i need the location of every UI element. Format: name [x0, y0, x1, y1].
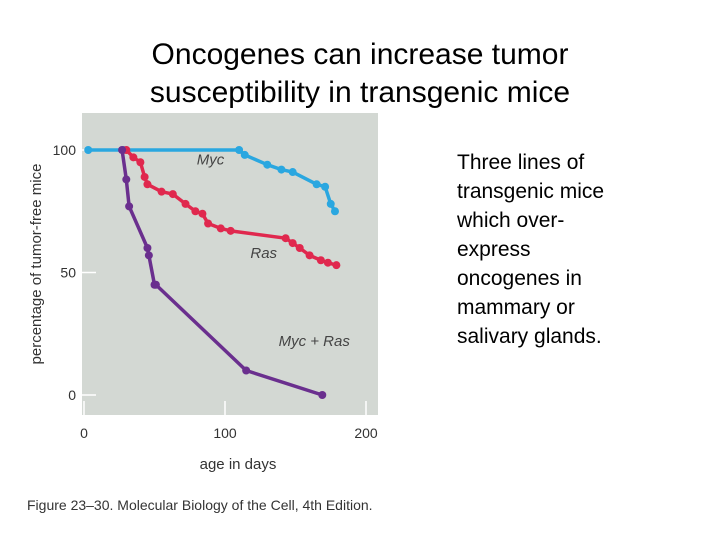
data-point	[118, 146, 127, 154]
series-label: Ras	[250, 245, 277, 262]
side-text-line: mammary or	[457, 296, 575, 319]
x-tick-label: 0	[80, 425, 88, 441]
slide-title: Oncogenes can increase tumor susceptibil…	[60, 36, 660, 112]
series-label: Myc + Ras	[279, 333, 351, 350]
data-point	[125, 202, 134, 211]
data-point	[143, 180, 152, 189]
y-tick-label: 50	[60, 265, 76, 281]
data-point	[318, 391, 327, 399]
side-text-line: salivary glands.	[457, 325, 602, 348]
data-point	[332, 261, 341, 270]
data-point	[288, 239, 297, 248]
data-point	[191, 207, 200, 216]
data-point	[157, 187, 166, 196]
y-tick-label: 100	[53, 142, 77, 158]
series-labels: Myc Ras Myc + Ras	[197, 152, 351, 350]
x-tick-label: 200	[354, 425, 378, 441]
data-point	[151, 280, 160, 289]
series-1	[122, 146, 341, 270]
data-point	[312, 180, 321, 189]
series-layer	[84, 146, 341, 399]
side-text: Three lines of transgenic mice which ove…	[457, 148, 687, 351]
data-point	[84, 146, 93, 154]
y-axis-label: percentage of tumor-free mice	[28, 164, 45, 365]
data-point	[277, 165, 286, 174]
data-point	[330, 207, 339, 216]
series-2	[118, 146, 327, 399]
series-label: Myc	[197, 152, 225, 169]
data-point	[129, 153, 138, 162]
title-line-1: Oncogenes can increase tumor	[151, 38, 569, 71]
data-point	[168, 190, 177, 199]
side-text-line: oncogenes in	[457, 267, 582, 290]
data-point	[295, 244, 304, 252]
figure-caption: Figure 23–30. Molecular Biology of the C…	[27, 497, 373, 513]
data-point	[122, 175, 131, 184]
side-text-line: transgenic mice	[457, 180, 605, 203]
data-point	[288, 168, 297, 177]
data-point	[140, 172, 149, 181]
data-point	[281, 234, 290, 243]
data-point	[204, 219, 213, 228]
data-point	[263, 160, 272, 169]
data-point	[143, 244, 152, 252]
side-text-line: which over-	[457, 209, 565, 232]
axis-ticks: 0 100 200 0 50 100	[53, 142, 378, 441]
x-axis-label: age in days	[200, 456, 277, 473]
data-point	[242, 366, 251, 375]
title-line-2: susceptibility in transgenic mice	[149, 76, 571, 109]
side-text-line: express	[457, 238, 531, 261]
data-point	[216, 224, 225, 233]
data-point	[305, 251, 314, 260]
data-point	[240, 150, 249, 159]
data-point	[136, 158, 145, 167]
data-point	[226, 226, 235, 235]
x-tick-label: 100	[213, 425, 237, 441]
data-point	[144, 251, 153, 260]
data-point	[316, 256, 325, 265]
data-point	[181, 199, 190, 208]
data-point	[321, 182, 330, 191]
data-point	[235, 146, 244, 154]
data-point	[323, 258, 332, 267]
data-point	[198, 209, 207, 218]
side-text-line: Three lines of	[457, 151, 585, 174]
data-point	[326, 199, 335, 208]
y-tick-label: 0	[68, 387, 76, 403]
